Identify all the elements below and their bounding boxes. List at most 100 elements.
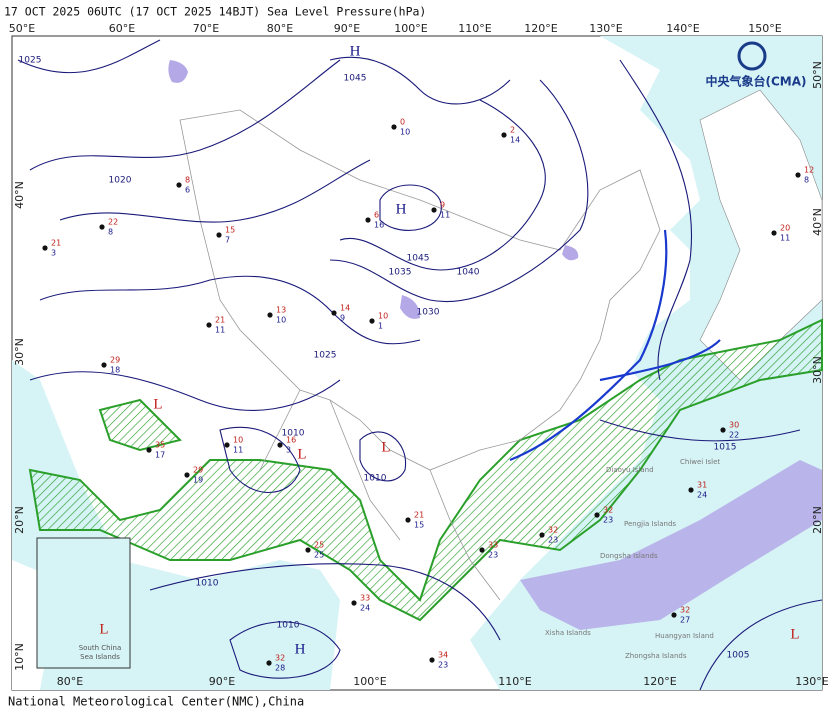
station-marker — [266, 660, 272, 666]
station-marker — [431, 207, 437, 213]
station-temp: 32 — [548, 526, 558, 535]
lat-label: 40°N — [13, 181, 26, 209]
pressure-center: H — [350, 43, 361, 59]
isobar-label: 1030 — [417, 308, 440, 318]
station-dew: 23 — [438, 661, 448, 670]
pressure-center: L — [297, 446, 306, 462]
station-temp: 21 — [215, 316, 225, 325]
station-temp: 33 — [488, 541, 498, 550]
station-temp: 35 — [155, 441, 165, 450]
station-marker — [305, 547, 311, 553]
station-temp: 13 — [276, 306, 286, 315]
station-temp: 25 — [314, 541, 324, 550]
pressure-center: L — [153, 396, 162, 412]
station-dew: 7 — [225, 236, 230, 245]
station-temp: 14 — [340, 304, 350, 313]
station-marker — [720, 427, 726, 433]
station-dew: 10 — [276, 316, 286, 325]
lat-label: 30°N — [811, 356, 824, 384]
lon-label: 100°E — [394, 22, 427, 35]
station-temp: 10 — [233, 436, 243, 445]
lon-label: 120°E — [643, 675, 676, 688]
place-label: Zhongsha Islands — [625, 652, 687, 660]
station-dew: 14 — [510, 136, 520, 145]
place-label: Huangyan Island — [655, 632, 714, 640]
station-marker — [671, 612, 677, 618]
station-marker — [771, 230, 777, 236]
isobar-label: 1010 — [282, 429, 305, 439]
lat-label: 20°N — [811, 506, 824, 534]
lat-label: 50°N — [811, 61, 824, 89]
map-title: 17 OCT 2025 06UTC (17 OCT 2025 14BJT) Se… — [4, 5, 426, 19]
isobar-label: 1005 — [727, 651, 750, 661]
station-temp: 21 — [51, 239, 61, 248]
station-marker — [594, 512, 600, 518]
station-dew: 3 — [51, 249, 56, 258]
isobar-label: 1025 — [19, 56, 42, 66]
station-dew: 9 — [340, 314, 345, 323]
pressure-center: L — [790, 626, 799, 642]
station-dew: 24 — [697, 491, 707, 500]
logo-text: 中央气象台(CMA) — [705, 74, 806, 89]
map-frame — [11, 35, 823, 691]
lon-label: 130°E — [589, 22, 622, 35]
pressure-center: H — [295, 641, 306, 657]
station-dew: 11 — [215, 326, 225, 335]
station-marker — [101, 362, 107, 368]
station-dew: 1 — [378, 322, 383, 331]
station-marker — [688, 487, 694, 493]
station-temp: 33 — [360, 594, 370, 603]
label-layer: 50°E 60°E 70°E 80°E 90°E 100°E 110°E 120°E 130°E… — [9, 22, 829, 688]
station-marker — [277, 442, 283, 448]
place-label: Diaoyu Island — [606, 466, 654, 474]
station-marker — [795, 172, 801, 178]
isobar-label: 1015 — [714, 443, 737, 453]
station-dew: 23 — [488, 551, 498, 560]
lon-label: 70°E — [193, 22, 219, 35]
isobar-label: 1045 — [344, 74, 367, 84]
station-marker — [224, 442, 230, 448]
isobar-label: 1025 — [314, 351, 337, 361]
station-temp: 16 — [286, 436, 296, 445]
station-temp: 21 — [414, 511, 424, 520]
lon-label: 100°E — [353, 675, 386, 688]
lon-label: 130°E — [795, 675, 828, 688]
isobar-label: 1010 — [277, 621, 300, 631]
station-temp: 20 — [780, 224, 790, 233]
inset-label: South China — [79, 644, 122, 652]
isobar-label: 1010 — [364, 474, 387, 484]
station-temp: 10 — [378, 312, 388, 321]
station-dew: 22 — [729, 431, 739, 440]
station-dew: 27 — [680, 616, 690, 625]
station-temp: 31 — [697, 481, 707, 490]
lat-label: 20°N — [13, 506, 26, 534]
lon-label: 50°E — [9, 22, 35, 35]
lon-label: 140°E — [666, 22, 699, 35]
station-marker — [331, 310, 337, 316]
lon-label: 80°E — [57, 675, 83, 688]
station-dew: 18 — [110, 366, 120, 375]
lon-label: 90°E — [334, 22, 360, 35]
station-dew: 24 — [360, 604, 370, 613]
station-dew: 15 — [414, 521, 424, 530]
station-temp: 30 — [729, 421, 739, 430]
isobar-label: 1020 — [109, 176, 132, 186]
station-marker — [479, 547, 485, 553]
station-temp: 22 — [108, 218, 118, 227]
station-marker — [405, 517, 411, 523]
station-temp: 29 — [110, 356, 120, 365]
station-marker — [206, 322, 212, 328]
station-dew: 17 — [155, 451, 165, 460]
lat-label: 40°N — [811, 208, 824, 236]
station-marker — [351, 600, 357, 606]
station-dew: 10 — [400, 128, 410, 137]
place-label: Dongsha Islands — [600, 552, 658, 560]
station-marker — [501, 132, 507, 138]
station-dew: 3 — [286, 446, 291, 455]
station-marker — [42, 245, 48, 251]
station-dew: 23 — [548, 536, 558, 545]
station-dew: 11 — [233, 446, 243, 455]
lon-label: 150°E — [748, 22, 781, 35]
isobar-label: 1045 — [407, 254, 430, 264]
station-temp: 29 — [193, 466, 203, 475]
